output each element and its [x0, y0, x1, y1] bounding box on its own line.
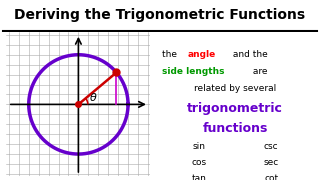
- Text: angle: angle: [188, 50, 216, 59]
- Text: cot: cot: [264, 174, 278, 180]
- Text: and the: and the: [230, 50, 268, 59]
- Text: trigonometric: trigonometric: [187, 102, 283, 114]
- Text: sin: sin: [193, 142, 206, 151]
- Text: related by several: related by several: [194, 84, 276, 93]
- Text: θ: θ: [89, 93, 96, 103]
- Text: Deriving the Trigonometric Functions: Deriving the Trigonometric Functions: [14, 8, 306, 22]
- Text: functions: functions: [203, 122, 268, 135]
- Text: sec: sec: [263, 158, 279, 167]
- Text: tan: tan: [192, 174, 207, 180]
- Text: are: are: [250, 67, 268, 76]
- Text: side lengths: side lengths: [162, 67, 224, 76]
- Text: csc: csc: [264, 142, 278, 151]
- Text: the: the: [162, 50, 180, 59]
- Text: cos: cos: [192, 158, 207, 167]
